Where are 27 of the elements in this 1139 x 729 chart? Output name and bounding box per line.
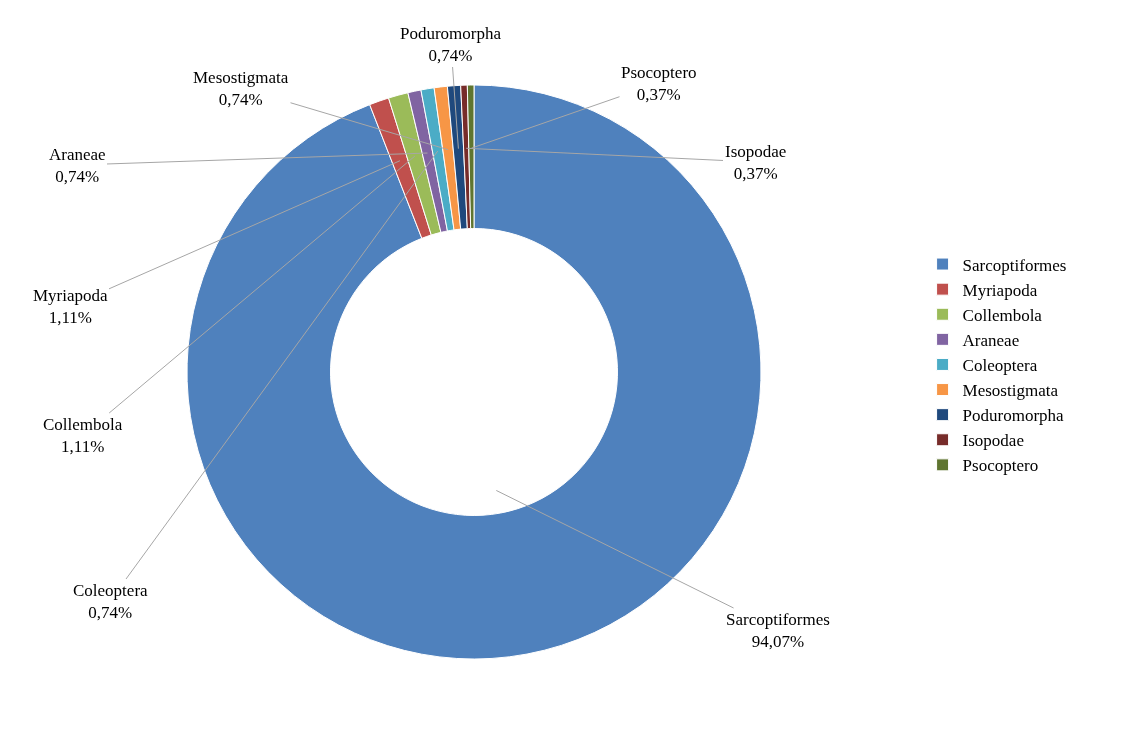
- slice-label: Psocoptero: [621, 63, 697, 82]
- slice-label: Collembola: [43, 415, 123, 434]
- data-label: 0,74%: [55, 167, 100, 187]
- legend-label: Isopodae: [962, 431, 1024, 451]
- data-label: 1,11%: [61, 437, 105, 457]
- legend-label: Sarcoptiformes: [962, 255, 1067, 275]
- slice-label: Sarcoptiformes: [726, 610, 830, 629]
- legend-label: Araneae: [962, 330, 1020, 350]
- slice-label: Isopodae: [725, 142, 787, 161]
- legend-label: Collembola: [962, 305, 1043, 325]
- data-label: 94,07%: [751, 632, 805, 652]
- data-label: 0,74%: [88, 603, 133, 623]
- legend-label: Psocoptero: [962, 456, 1039, 476]
- data-label: 0,74%: [218, 90, 263, 110]
- legend-label: Coleoptera: [962, 356, 1038, 376]
- data-label: 0,37%: [733, 164, 778, 184]
- slice-label: Poduromorpha: [400, 24, 502, 43]
- slice-label: Coleoptera: [73, 581, 149, 600]
- legend-label: Myriapoda: [962, 280, 1038, 300]
- slice-label: Myriapoda: [33, 286, 109, 305]
- legend-label: Mesostigmata: [962, 381, 1059, 401]
- legend-label: Poduromorpha: [962, 406, 1065, 426]
- data-label: 0,74%: [428, 46, 473, 66]
- slice-label: Mesostigmata: [193, 68, 289, 87]
- data-label: 1,11%: [48, 308, 92, 328]
- data-label: 0,37%: [636, 85, 681, 105]
- slice-label: Araneae: [49, 145, 106, 164]
